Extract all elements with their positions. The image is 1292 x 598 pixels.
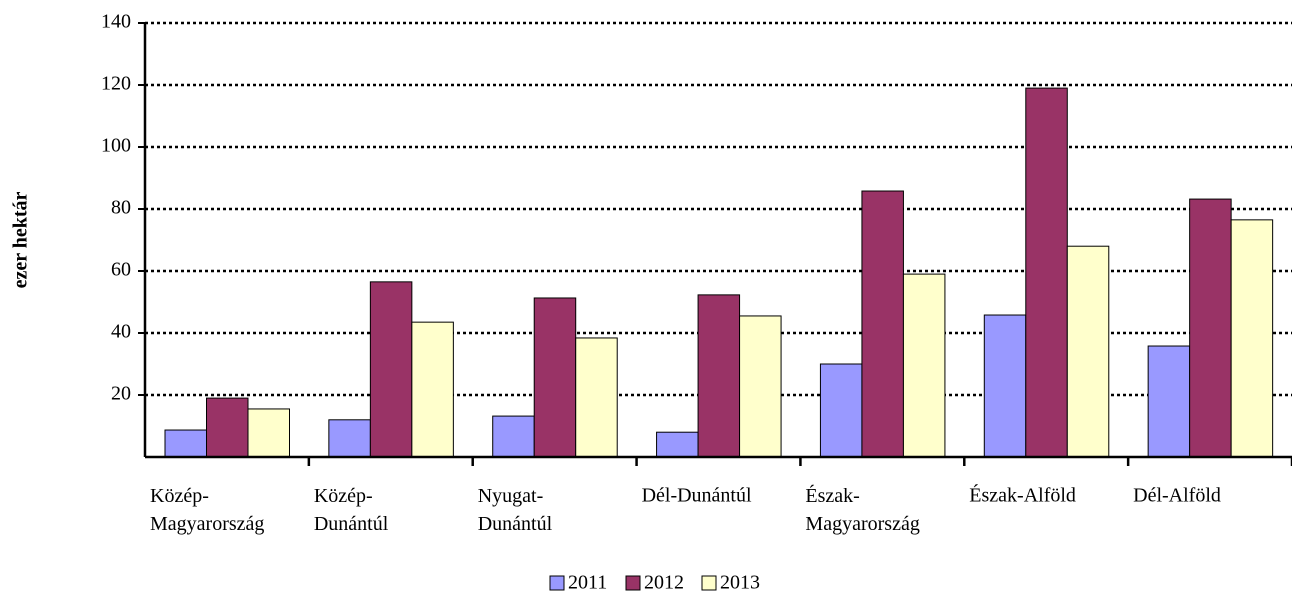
x-tick-label: Közép-Dunántúl bbox=[314, 485, 389, 535]
legend-label: 2011 bbox=[568, 572, 607, 594]
x-tick-label: Észak-Magyarország bbox=[805, 484, 919, 535]
y-tick-label: 140 bbox=[101, 11, 131, 33]
y-tick-label: 80 bbox=[111, 197, 131, 219]
bar bbox=[861, 190, 904, 458]
x-tick-label: Nyugat-Dunántúl bbox=[478, 485, 553, 535]
x-tick-label: Dél-Alföld bbox=[1133, 485, 1221, 507]
legend-label: 2013 bbox=[720, 572, 760, 594]
bar bbox=[902, 273, 946, 458]
y-tick-label: 40 bbox=[111, 321, 131, 343]
bar bbox=[492, 415, 535, 458]
bar bbox=[656, 431, 699, 458]
bar bbox=[164, 429, 207, 458]
bar bbox=[206, 397, 249, 458]
bar bbox=[328, 419, 371, 458]
bar bbox=[819, 363, 863, 458]
y-tick-label: 100 bbox=[101, 135, 131, 157]
x-tick-label: Dél-Dunántúl bbox=[642, 485, 752, 507]
legend-label: 2012 bbox=[644, 572, 684, 594]
legend-swatch bbox=[701, 575, 717, 591]
bar bbox=[1189, 198, 1232, 458]
y-tick-label: 60 bbox=[111, 259, 131, 281]
bar bbox=[1230, 219, 1274, 458]
y-tick-label: 20 bbox=[111, 383, 131, 405]
bar bbox=[697, 294, 741, 458]
bar bbox=[411, 321, 454, 458]
x-tick-label: Közép-Magyarország bbox=[150, 485, 264, 535]
bar bbox=[739, 315, 782, 458]
bar bbox=[247, 408, 290, 458]
bar bbox=[575, 337, 618, 458]
bar bbox=[983, 314, 1027, 458]
y-tick-label: 120 bbox=[101, 73, 131, 95]
y-axis-label: ezer hektár bbox=[10, 191, 32, 288]
legend-swatch bbox=[625, 575, 641, 591]
bar bbox=[533, 297, 577, 458]
bar bbox=[1025, 87, 1068, 458]
bar bbox=[1147, 345, 1191, 458]
bar bbox=[369, 281, 413, 458]
legend-swatch bbox=[549, 575, 565, 591]
bar bbox=[1066, 245, 1110, 458]
x-tick-label: Észak-Alföld bbox=[969, 484, 1076, 507]
